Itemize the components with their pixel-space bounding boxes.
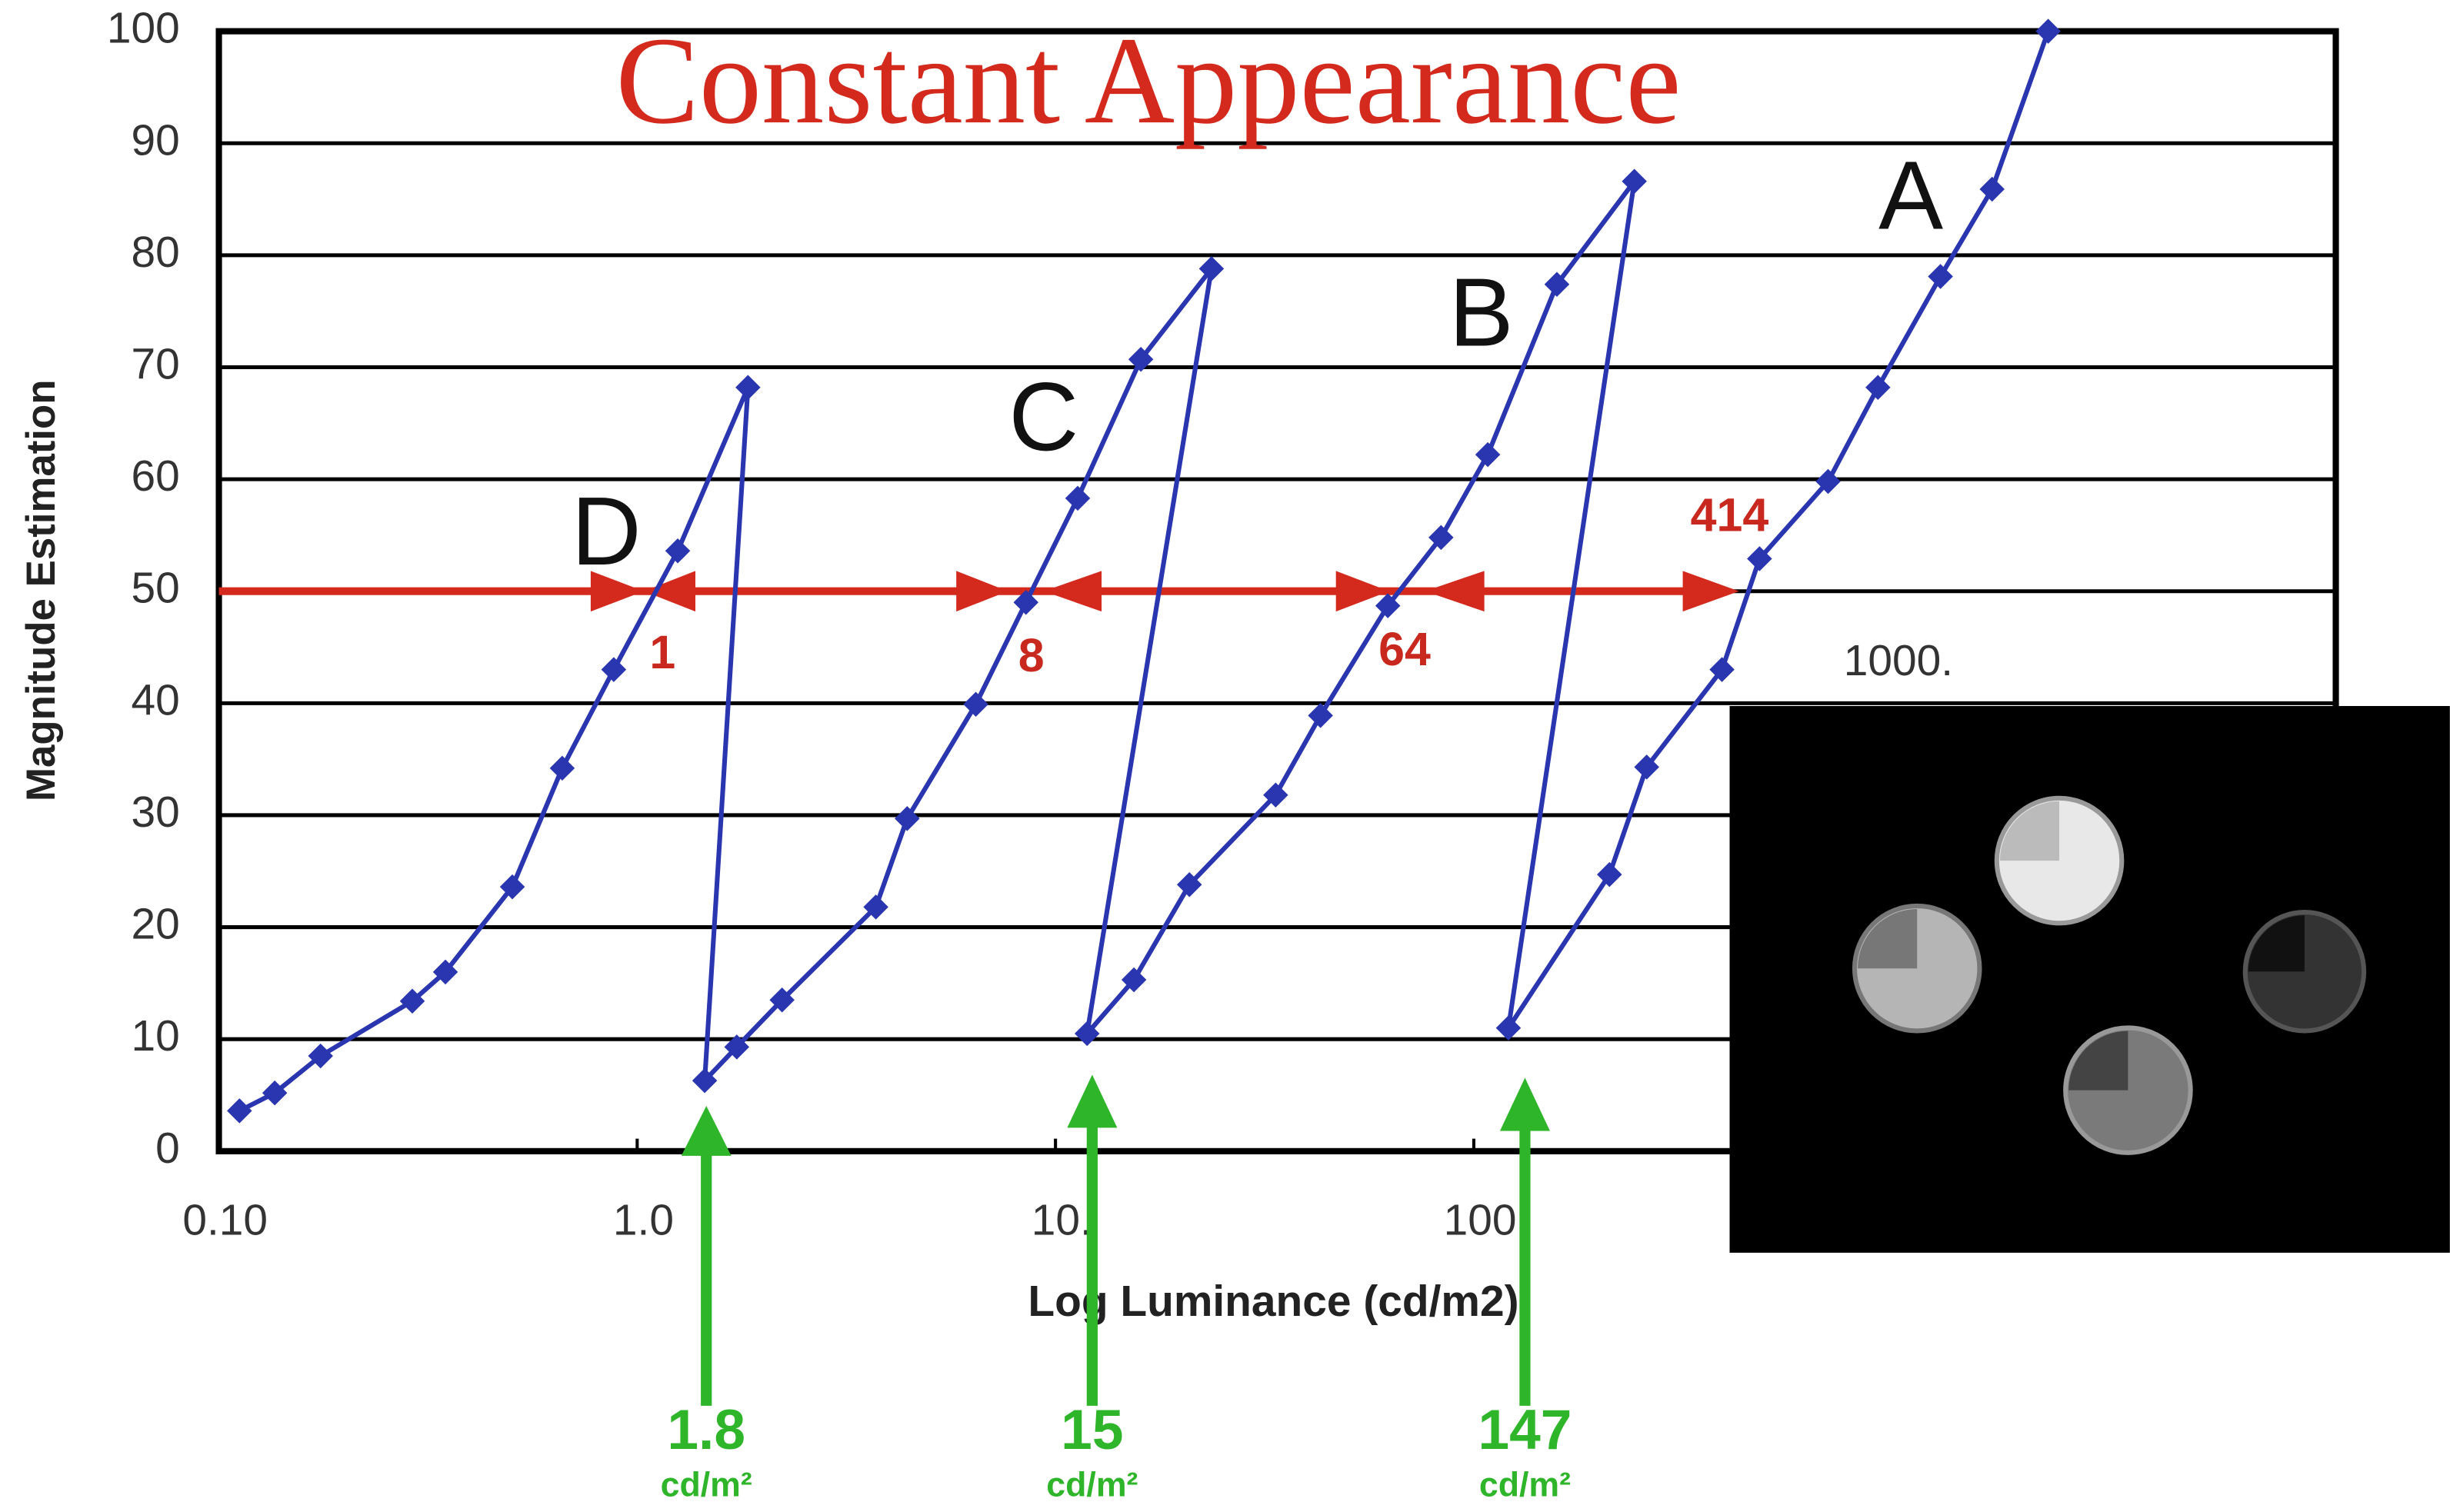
page-body: 0 10 20 30 40 50 60 70 80 90 100 0.10 1.0 10. 100 1000.…: [0, 0, 2450, 1512]
y-tick-label: 100: [107, 5, 180, 53]
ratio-label: 64: [1378, 623, 1431, 675]
curve-label: B: [1449, 258, 1514, 367]
y-tick-label: 40: [132, 676, 180, 724]
y-tick-label: 80: [132, 228, 180, 277]
adaptation-value: 147: [1478, 1399, 1572, 1461]
y-axis-label: Magnitude Estimation: [18, 379, 64, 801]
x-tick-label: 0.10: [182, 1196, 268, 1244]
x-tick-label: 10.: [1032, 1196, 1092, 1244]
y-tick-label: 30: [132, 788, 180, 837]
curve-label: D: [572, 477, 642, 585]
y-tick-label: 50: [132, 565, 180, 613]
adaptation-unit: cd/m²: [661, 1466, 752, 1504]
adaptation-value: 1.8: [667, 1399, 745, 1461]
ratio-label: 414: [1691, 488, 1769, 541]
adaptation-unit: cd/m²: [1479, 1466, 1571, 1504]
x-tick-label: 1000.: [1844, 637, 1953, 685]
x-tick-label: 100: [1444, 1196, 1517, 1244]
chart-title: Constant Appearance: [615, 12, 1681, 150]
y-tick-label: 90: [132, 116, 180, 165]
stimulus-inset: [1730, 706, 2450, 1253]
y-tick-label: 10: [132, 1012, 180, 1061]
adaptation-unit: cd/m²: [1046, 1466, 1138, 1504]
x-tick-label: 1.0: [613, 1196, 674, 1244]
curve-label: C: [1008, 363, 1078, 471]
ratio-label: 1: [649, 626, 675, 678]
curve-label: A: [1878, 141, 1943, 249]
y-tick-label: 60: [132, 452, 180, 501]
ratio-label: 8: [1018, 629, 1045, 681]
adaptation-value: 15: [1061, 1399, 1123, 1461]
x-axis-label: Log Luminance (cd/m2): [1028, 1277, 1518, 1326]
page: {"chart_data": {"type": "line", "title":…: [0, 0, 2450, 1512]
y-tick-label: 70: [132, 341, 180, 389]
y-tick-label: 0: [155, 1124, 180, 1173]
chart: 0 10 20 30 40 50 60 70 80 90 100 0.10 1.0 10. 100 1000.…: [0, 0, 2450, 1512]
y-tick-label: 20: [132, 901, 180, 949]
